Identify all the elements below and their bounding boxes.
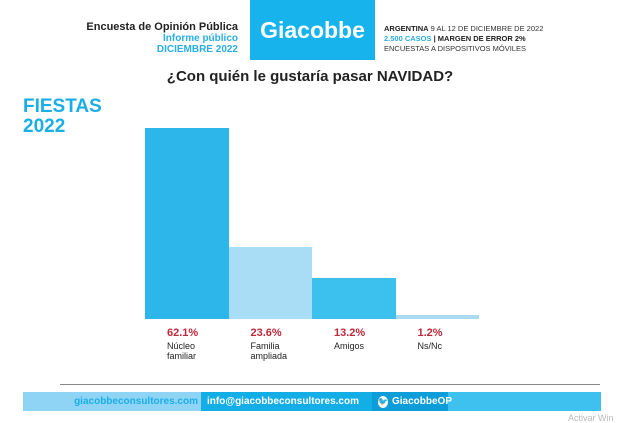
badge-line2: 2022 — [23, 116, 66, 137]
header-right: ARGENTINA 9 AL 12 DE DICIEMBRE DE 2022 2… — [384, 24, 543, 54]
header-left: Encuesta de Opinión Pública Informe públ… — [86, 21, 238, 56]
value-label: 1.2% — [417, 327, 443, 339]
bar-0 — [145, 128, 229, 319]
category-label-line: Familia — [250, 341, 280, 351]
twitter-handle: GiacobbeOP — [391, 396, 452, 407]
watermark: Activar Win — [568, 413, 614, 423]
cases: 2.500 CASOS — [384, 34, 432, 43]
category-label: Ns/Nc — [418, 341, 443, 351]
email-link[interactable]: info@giacobbeconsultores.com — [201, 392, 372, 411]
report-type: Informe público — [163, 33, 238, 44]
divider — [60, 384, 600, 385]
logo: Giacobbe — [250, 0, 375, 60]
value-label: 62.1% — [167, 327, 199, 339]
category-label-line: familiar — [167, 351, 197, 361]
badge-line1: FIESTAS — [23, 96, 102, 117]
chart-title: ¿Con quién le gustaría pasar NAVIDAD? — [166, 68, 454, 85]
footer: giacobbeconsultores.com info@giacobbecon… — [23, 392, 601, 411]
twitter-icon: 🐦 — [378, 395, 388, 408]
category-label: Familia ampliada — [251, 341, 288, 361]
category-label: Amigos — [334, 341, 364, 351]
margin: | MARGEN DE ERROR 2% — [431, 34, 526, 43]
category-label-line: ampliada — [250, 351, 288, 361]
country: ARGENTINA — [384, 24, 429, 33]
dates: 9 AL 12 DE DICIEMBRE DE 2022 — [428, 24, 544, 33]
report-date: DICIEMBRE 2022 — [156, 44, 238, 55]
category-label-line: Amigos — [334, 341, 365, 351]
fiestas-badge: FIESTAS 2022 — [23, 97, 102, 137]
category-label: Núcleo familiar — [167, 341, 196, 361]
bar-3 — [395, 315, 479, 319]
website-link[interactable]: giacobbeconsultores.com — [23, 392, 201, 411]
method: ENCUESTAS A DISPOSITIVOS MÓVILES — [384, 44, 526, 53]
bar-2 — [312, 278, 396, 319]
bar-1 — [228, 246, 312, 319]
category-label-line: Núcleo — [167, 341, 196, 351]
category-label-line: Ns/Nc — [417, 341, 443, 351]
survey-title: Encuesta de Opinión Pública — [86, 21, 238, 33]
value-label: 13.2% — [334, 327, 366, 339]
twitter-link[interactable]: 🐦 GiacobbeOP — [372, 392, 452, 411]
value-label: 23.6% — [250, 327, 282, 339]
